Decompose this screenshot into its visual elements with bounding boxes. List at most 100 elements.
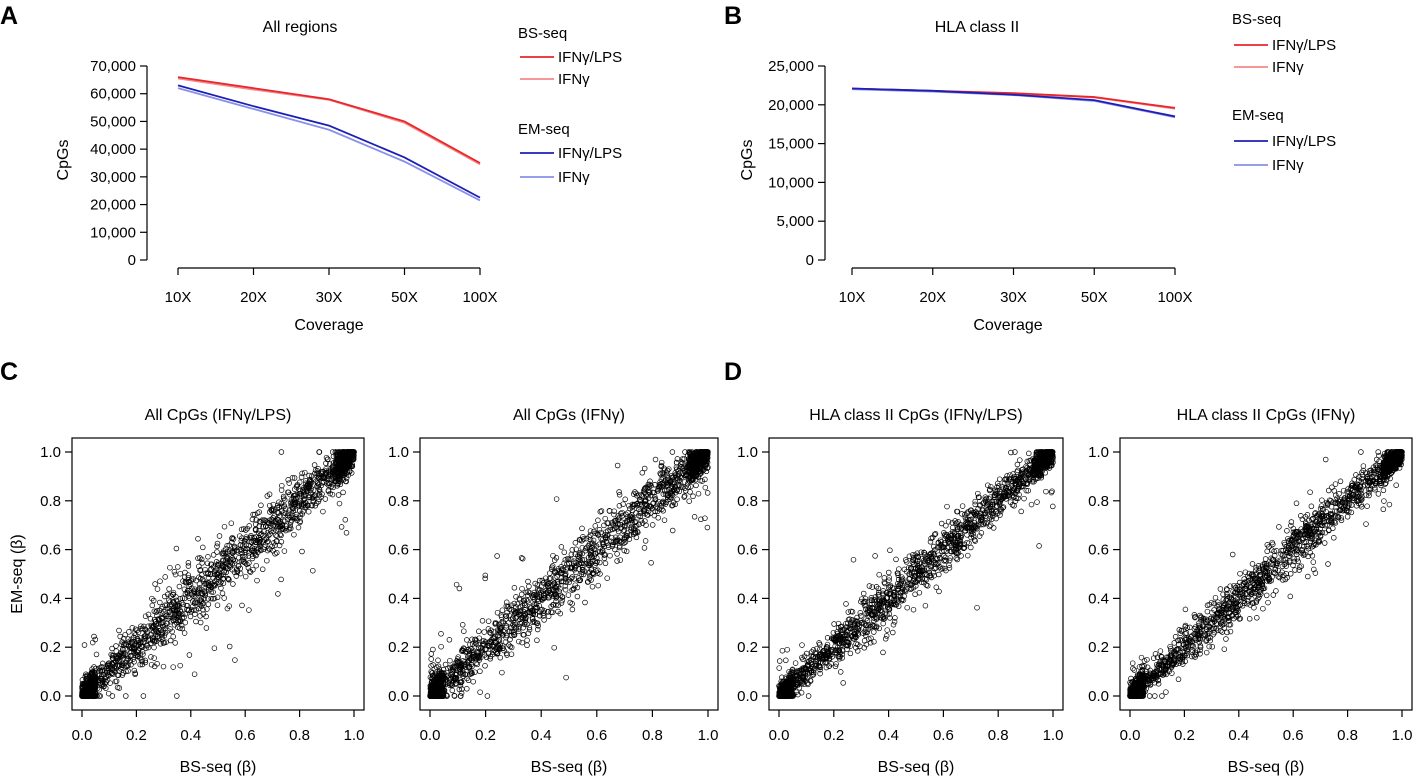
scatter-point (176, 583, 183, 590)
scatter-point (519, 585, 525, 592)
scatter-plot-1: All CpGs (IFNγ/LPS)0.00.00.20.20.40.40.6… (9, 407, 365, 776)
scatter-point (614, 558, 620, 564)
scatter-point (214, 602, 221, 608)
scatter-point (151, 655, 157, 661)
y-tick-label: 0 (806, 252, 814, 269)
scatter-point (457, 693, 464, 699)
y-tick-label: 0.0 (388, 688, 409, 705)
scatter-point (239, 550, 245, 557)
scatter-point (464, 637, 470, 643)
x-axis-label: Coverage (294, 317, 363, 334)
scatter-point (695, 490, 702, 497)
scatter-point (205, 601, 212, 608)
scatter-point (204, 560, 211, 567)
scatter-point (464, 686, 470, 692)
y-tick-label: 20,000 (90, 197, 136, 214)
scatter-point (261, 544, 267, 550)
scatter-point (267, 546, 273, 553)
scatter-point (91, 633, 97, 640)
scatter-point (616, 489, 622, 495)
y-tick-label: 20,000 (768, 97, 814, 114)
scatter-point (228, 520, 235, 526)
chart-title: HLA class II (935, 19, 1019, 36)
scatter-point (485, 618, 492, 624)
scatter-point (219, 590, 226, 597)
scatter-point (167, 564, 173, 571)
scatter-point (185, 560, 192, 566)
y-tick-label: 50,000 (90, 113, 136, 130)
scatter-point (428, 656, 434, 662)
scatter-point (479, 618, 486, 624)
scatter-point (310, 567, 316, 574)
scatter-point (1026, 450, 1032, 457)
x-tick-label: 10X (165, 289, 192, 306)
scatter-point (245, 553, 252, 559)
y-tick-label: 10,000 (768, 174, 814, 191)
scatter-point (296, 508, 303, 514)
scatter-point (602, 515, 608, 522)
scatter-point (238, 526, 245, 533)
scatter-point (221, 595, 227, 601)
scatter-point (912, 591, 918, 598)
panel-letter-d: D (724, 358, 742, 386)
scatter-point (224, 543, 230, 549)
scatter-point (702, 484, 709, 491)
scatter-point (338, 524, 345, 530)
scatter-point (691, 514, 698, 520)
scatter-point (669, 527, 676, 534)
scatter-point (953, 555, 959, 562)
scatter-point (181, 586, 188, 593)
scatter-point (131, 667, 138, 674)
x-tick-label: 0.6 (586, 727, 607, 744)
scatter-point (563, 674, 569, 681)
scatter-point (614, 551, 620, 557)
scatter-point (704, 524, 711, 531)
scatter-point (604, 575, 610, 581)
scatter-point (661, 517, 668, 523)
scatter-point (579, 544, 586, 551)
scatter-point (595, 582, 601, 589)
scatter-point (286, 480, 292, 486)
scatter-point (890, 621, 897, 628)
scatter-point (840, 680, 846, 686)
scatter-point (129, 625, 136, 631)
series-line (177, 76, 481, 164)
scatter-point (494, 553, 500, 559)
y-tick-label: 1.0 (388, 444, 409, 461)
y-axis-label: EM-seq (β) (9, 534, 26, 613)
scatter-point (214, 594, 221, 601)
scatter-point (216, 533, 223, 539)
scatter-point (237, 570, 244, 577)
scatter-point (195, 555, 201, 562)
scatter-point (214, 540, 221, 547)
scatter-point (177, 570, 184, 577)
scatter-point (798, 689, 805, 696)
scatter-point (519, 639, 525, 646)
scatter-point (194, 587, 201, 594)
scatter-point (166, 586, 172, 592)
scatter-point (438, 643, 444, 650)
x-tick-label: 100X (462, 289, 497, 306)
scatter-point (843, 601, 849, 607)
scatter-point (614, 462, 621, 469)
scatter-point (525, 578, 531, 585)
scatter-point (214, 543, 220, 550)
scatter-point (342, 517, 349, 523)
scatter-point (234, 566, 240, 572)
scatter-point (113, 648, 120, 654)
x-tick-label: 100X (1157, 289, 1192, 306)
scatter-point (686, 498, 692, 504)
scatter-point (148, 654, 154, 660)
scatter-point (639, 470, 646, 476)
x-axis-label: Coverage (973, 317, 1042, 334)
scatter-point (817, 641, 823, 648)
scatter-point (601, 555, 608, 561)
scatter-point (259, 566, 266, 573)
scatter-point (182, 569, 188, 576)
scatter-point (524, 642, 530, 649)
scatter-point (149, 602, 156, 609)
y-tick-label: 0.0 (40, 688, 61, 705)
scatter-point (172, 571, 179, 578)
scatter-points (79, 449, 357, 699)
scatter-point (254, 577, 260, 584)
